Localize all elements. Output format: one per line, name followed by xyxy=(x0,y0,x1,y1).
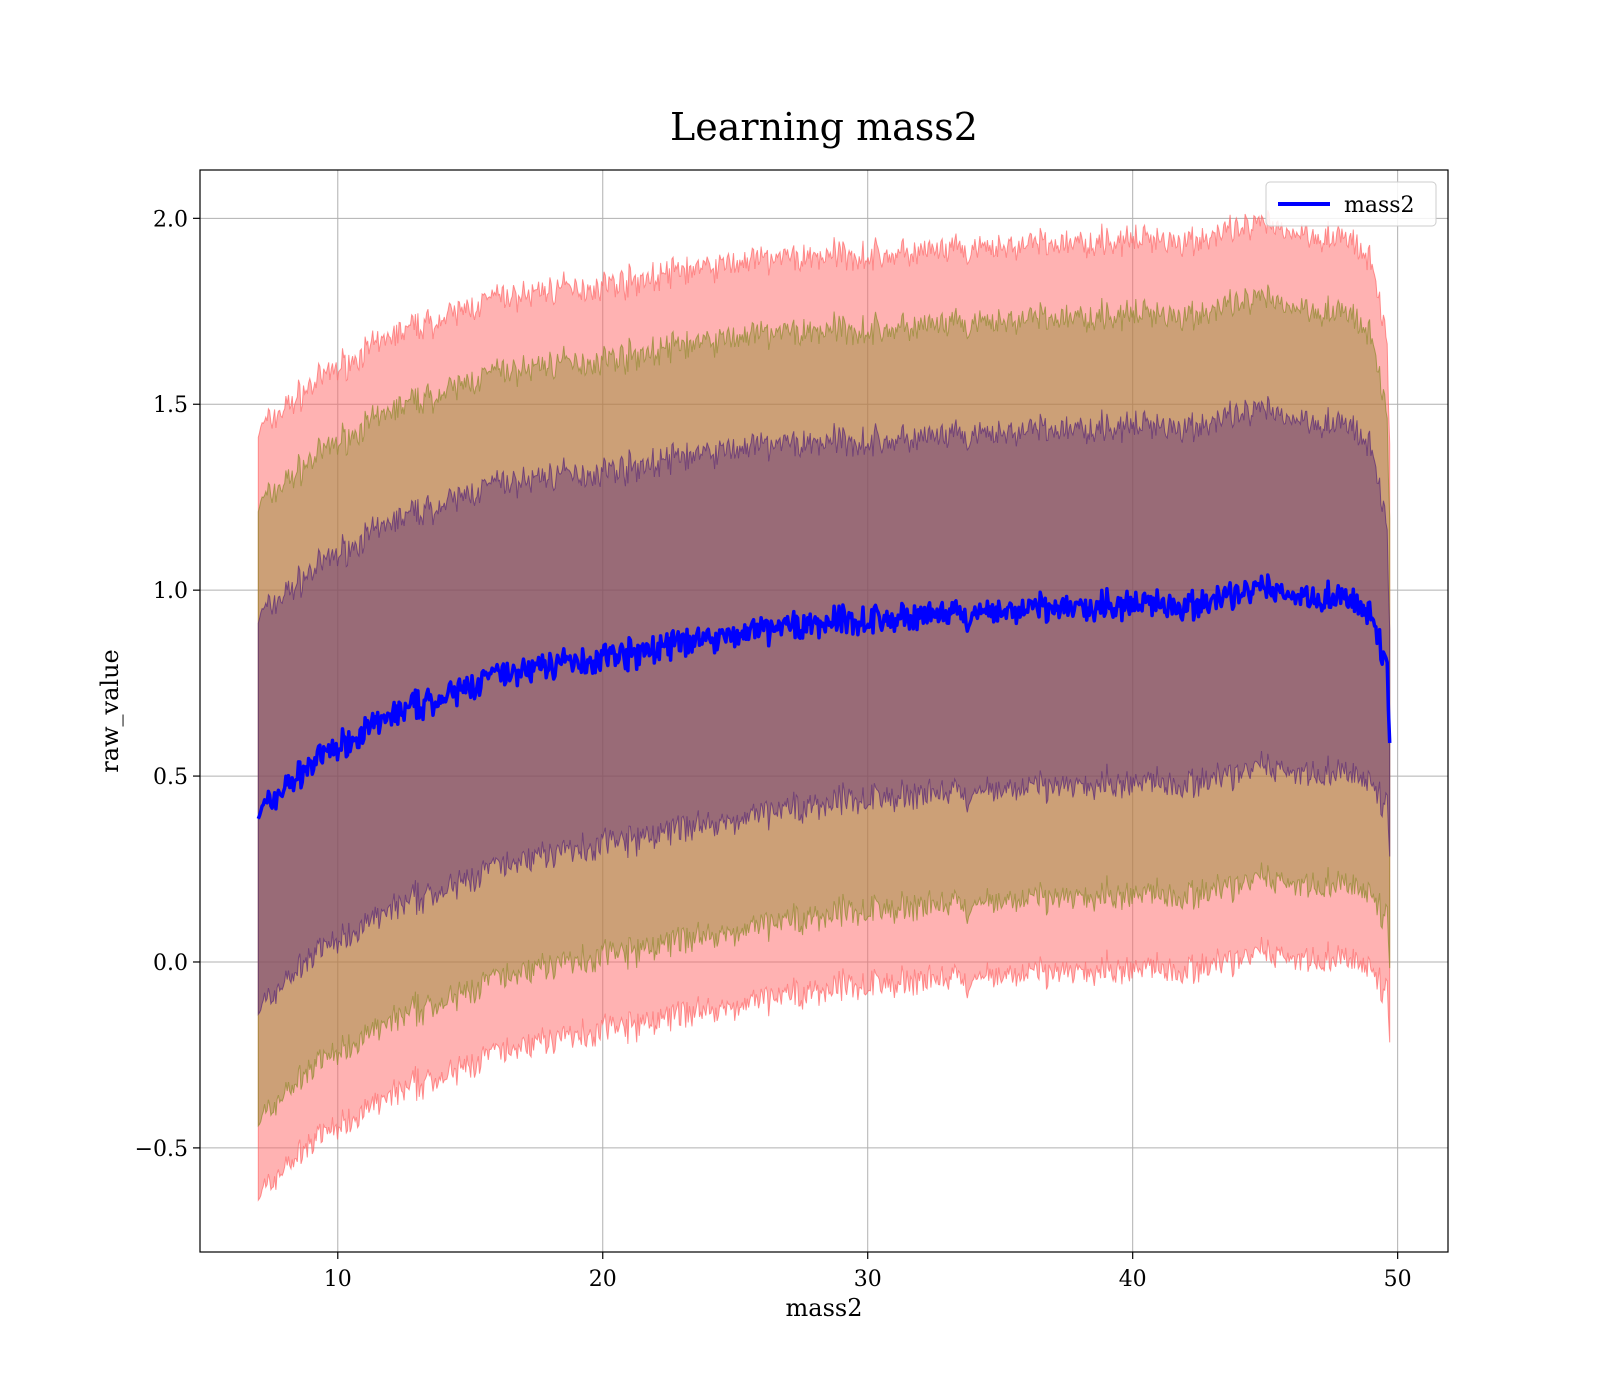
series-lines xyxy=(256,573,1392,820)
x-axis-ticks: 10 20 30 40 50 xyxy=(324,1252,1412,1292)
y-tick-label: 1.5 xyxy=(153,393,188,418)
x-tick-label: 10 xyxy=(324,1267,352,1292)
y-tick-label: 2.0 xyxy=(153,207,188,232)
x-tick-label: 50 xyxy=(1384,1267,1412,1292)
y-tick-label: −0.5 xyxy=(135,1137,188,1162)
band-3sigma xyxy=(257,210,1391,1202)
x-tick-label: 40 xyxy=(1119,1267,1147,1292)
x-tick-label: 20 xyxy=(589,1267,617,1292)
band-1sigma xyxy=(257,396,1391,1016)
chart-title: Learning mass2 xyxy=(670,105,978,149)
y-tick-label: 1.0 xyxy=(153,579,188,604)
y-axis-label: raw_value xyxy=(96,649,124,773)
plot-frame xyxy=(199,169,1449,1253)
y-tick-label: 0.5 xyxy=(153,765,188,790)
y-tick-label: 0.0 xyxy=(153,951,188,976)
series-line-mass2 xyxy=(256,573,1392,820)
x-axis-label: mass2 xyxy=(786,1294,863,1322)
y-axis-ticks: −0.5 0.0 0.5 1.0 1.5 2.0 xyxy=(135,207,200,1162)
x-tick-label: 30 xyxy=(854,1267,882,1292)
legend-box xyxy=(1265,181,1437,227)
uncertainty-bands xyxy=(257,210,1391,1202)
legend: mass2 xyxy=(1265,181,1437,227)
band-2sigma xyxy=(257,284,1391,1128)
legend-label-mass2: mass2 xyxy=(1344,193,1415,218)
